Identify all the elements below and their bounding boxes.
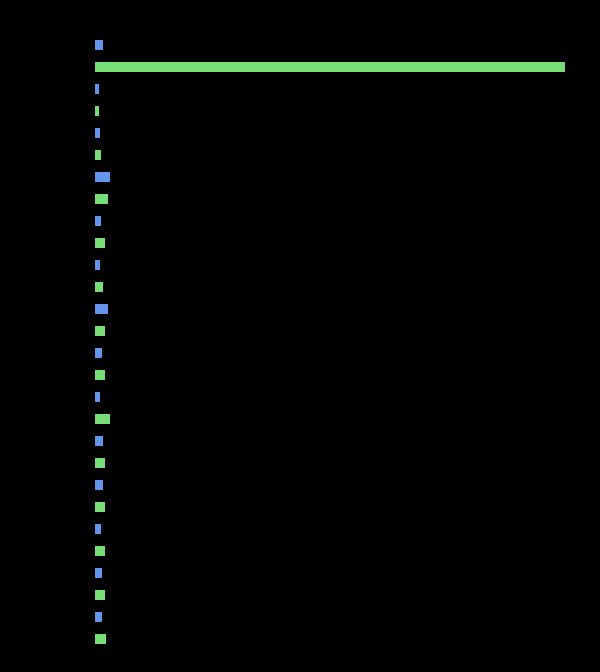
bar-row: [95, 194, 108, 204]
bar-row: [95, 84, 99, 94]
bar-row: [95, 348, 102, 358]
bar-row: [95, 612, 102, 622]
bar-row: [95, 282, 103, 292]
bar-row: [95, 260, 100, 270]
bar-row: [95, 238, 105, 248]
bar-row: [95, 546, 105, 556]
bar-row: [95, 524, 101, 534]
bar-chart: [95, 40, 565, 640]
bar-row: [95, 62, 565, 72]
bar-row: [95, 502, 105, 512]
bar-row: [95, 370, 105, 380]
bar-row: [95, 436, 103, 446]
bar-row: [95, 40, 103, 50]
bar-row: [95, 172, 110, 182]
bar-row: [95, 326, 105, 336]
bar-row: [95, 216, 101, 226]
bar-row: [95, 304, 108, 314]
bar-row: [95, 106, 99, 116]
bar-row: [95, 414, 110, 424]
bar-row: [95, 128, 100, 138]
bar-row: [95, 634, 106, 644]
bar-row: [95, 590, 105, 600]
bar-row: [95, 480, 103, 490]
bar-row: [95, 458, 105, 468]
bar-row: [95, 392, 100, 402]
bar-row: [95, 568, 102, 578]
bar-row: [95, 150, 101, 160]
